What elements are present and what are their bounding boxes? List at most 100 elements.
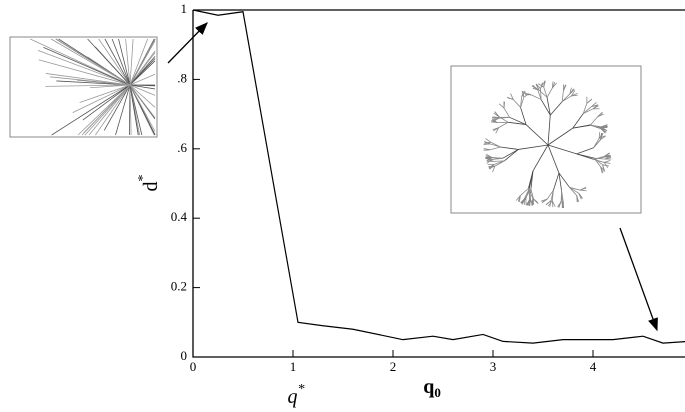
inset-branch bbox=[486, 159, 493, 164]
inset-branch bbox=[591, 102, 597, 107]
inset-branch bbox=[88, 84, 131, 136]
inset-branch bbox=[125, 38, 131, 86]
inset-branch bbox=[129, 84, 156, 119]
inset-branch bbox=[561, 93, 571, 102]
arrow bbox=[619, 227, 658, 332]
inset-branch bbox=[72, 84, 131, 113]
inset-branch bbox=[492, 165, 496, 173]
inset-branch bbox=[604, 160, 611, 163]
inset-branch bbox=[551, 190, 554, 201]
inset-branch bbox=[561, 95, 572, 102]
x-axis-label: q0 bbox=[423, 376, 441, 400]
inset-branch bbox=[498, 116, 509, 123]
inset-branch bbox=[593, 139, 601, 148]
inset-branch bbox=[569, 89, 575, 95]
inset-branch bbox=[56, 80, 131, 86]
inset-branch bbox=[506, 97, 514, 100]
inset-branch bbox=[483, 148, 491, 151]
inset-branch bbox=[598, 131, 601, 139]
inset-branch bbox=[601, 124, 608, 128]
inset-branch bbox=[538, 83, 544, 88]
inset-branch bbox=[495, 127, 500, 134]
y-tick-label: .6 bbox=[177, 140, 187, 155]
inset-branch bbox=[543, 80, 545, 88]
y-tick-label: 0.4 bbox=[171, 209, 188, 224]
inset-branch bbox=[546, 97, 551, 116]
inset-branch bbox=[598, 135, 606, 139]
inset-branch bbox=[530, 188, 535, 200]
inset-branch bbox=[536, 83, 541, 90]
x-tick-label: 0 bbox=[190, 359, 197, 374]
inset-frame bbox=[450, 65, 642, 214]
inset-branch bbox=[590, 116, 598, 126]
annotation-sup: * bbox=[298, 382, 305, 397]
inset-branch bbox=[535, 84, 540, 91]
inset-branch bbox=[51, 84, 131, 136]
inset-branch bbox=[43, 47, 131, 86]
y-tick-label: .8 bbox=[177, 70, 187, 85]
inset-branch bbox=[586, 98, 593, 104]
inset-branch bbox=[591, 104, 598, 107]
inset-branch bbox=[129, 84, 156, 96]
inset-branch bbox=[82, 84, 131, 121]
inset-branch bbox=[546, 87, 553, 98]
inset-branch bbox=[604, 154, 611, 157]
x-label-sub: 0 bbox=[434, 385, 441, 400]
inset-branch bbox=[129, 58, 156, 86]
inset-branch bbox=[540, 88, 542, 100]
inset-branch bbox=[79, 84, 131, 103]
inset-branch bbox=[593, 156, 605, 160]
inset-branch bbox=[528, 170, 534, 189]
inset-branch bbox=[486, 153, 493, 158]
inset-branch bbox=[572, 113, 584, 129]
inset-branch bbox=[488, 164, 495, 169]
inset-branch bbox=[50, 38, 131, 86]
inset-branch bbox=[37, 49, 131, 86]
y-tick-label: 1 bbox=[181, 1, 188, 16]
inset-branch bbox=[512, 99, 521, 108]
inset-branch bbox=[111, 38, 131, 86]
inset-branch bbox=[49, 76, 131, 86]
inset-branch bbox=[129, 84, 139, 136]
x-tick-label: 2 bbox=[390, 359, 397, 374]
inset-branch bbox=[525, 124, 549, 146]
inset-branch bbox=[531, 85, 538, 90]
inset-branch bbox=[569, 187, 579, 194]
inset-branch bbox=[528, 188, 531, 200]
inset-branch bbox=[118, 38, 131, 86]
inset-branch bbox=[484, 140, 491, 145]
inset-branch bbox=[532, 87, 540, 91]
inset-branch bbox=[549, 101, 563, 116]
inset-branch bbox=[493, 127, 499, 132]
y-label-sup: * bbox=[136, 175, 151, 182]
inset-branch bbox=[571, 90, 576, 97]
inset-branch bbox=[576, 195, 580, 202]
x-tick-label: 1 bbox=[290, 359, 297, 374]
inset-branch bbox=[494, 160, 505, 165]
inset-branch bbox=[538, 89, 548, 98]
inset-branch bbox=[553, 172, 560, 191]
inset-branch bbox=[558, 172, 570, 188]
x-tick-label: 4 bbox=[590, 359, 597, 374]
inset-branch bbox=[84, 84, 131, 136]
inset-branch bbox=[489, 146, 501, 151]
inset-branch bbox=[604, 156, 612, 160]
inset-branch bbox=[95, 84, 131, 136]
inset-branch bbox=[590, 124, 601, 130]
inset-branch bbox=[115, 84, 131, 136]
inset-branch bbox=[551, 200, 554, 208]
inset-branch bbox=[518, 144, 549, 150]
inset-branch bbox=[590, 124, 601, 129]
inset-branch bbox=[557, 201, 562, 208]
inset-branch bbox=[129, 84, 132, 136]
inset-branch bbox=[77, 84, 131, 136]
inset-branch bbox=[509, 116, 527, 125]
inset-branch bbox=[547, 144, 560, 174]
arrow bbox=[167, 22, 208, 64]
inset-branch bbox=[129, 84, 156, 90]
inset-branch bbox=[87, 38, 131, 86]
inset-branch bbox=[129, 73, 156, 86]
inset-branch bbox=[485, 138, 492, 143]
data-line bbox=[192, 9, 685, 344]
